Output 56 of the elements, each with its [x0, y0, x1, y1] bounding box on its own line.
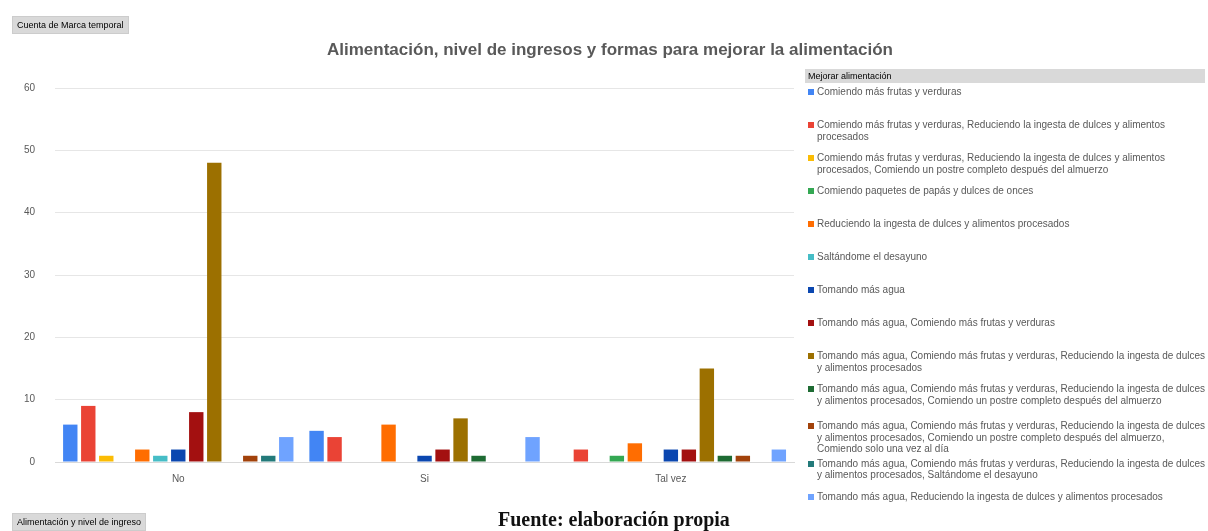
y-tick-label: 40 — [24, 206, 36, 218]
bar — [717, 455, 733, 462]
legend-label: Comiendo más frutas y verduras, Reduciendo la ingesta de dulces y alimentos procesados, Comiendo un postre completo después del almuerzo — [817, 152, 1166, 175]
bar — [573, 449, 589, 462]
bar — [681, 449, 697, 462]
y-tick-label: 50 — [24, 144, 36, 156]
bar — [435, 449, 450, 462]
bar — [243, 455, 258, 462]
bar — [525, 437, 540, 462]
bar — [471, 455, 486, 462]
source-note: Fuente: elaboración propia — [498, 508, 730, 531]
y-tick-label: 10 — [24, 393, 36, 405]
legend-title: Mejorar alimentación — [805, 69, 1205, 83]
bar — [81, 405, 96, 462]
bar — [771, 449, 787, 462]
legend-label: Reduciendo la ingesta de dulces y alimentos procesados — [817, 218, 1070, 230]
legend-label: Tomando más agua, Comiendo más frutas y verduras — [817, 317, 1055, 329]
legend-label: Tomando más agua — [817, 284, 905, 296]
y-tick-label: 30 — [24, 268, 36, 280]
bar — [63, 424, 78, 462]
bar — [699, 368, 715, 462]
legend-label: Tomando más agua, Comiendo más frutas y verduras, Reduciendo la ingesta de dulces y alimentos procesados, Comiendo un postre completo después del almuerzo, Comiendo solo una vez al día — [817, 420, 1205, 455]
x-tick-label: No — [171, 472, 186, 484]
legend-label: Tomando más agua, Comiendo más frutas y verduras, Reduciendo la ingesta de dulces y alimentos procesados — [817, 350, 1205, 373]
legend-label: Comiendo más frutas y verduras, Reduciendo la ingesta de dulces y alimentos procesados — [817, 119, 1166, 142]
legend-label: Saltándome el desayuno — [817, 251, 928, 263]
x-tick-label: Si — [420, 472, 430, 484]
bar — [309, 430, 324, 462]
bar — [279, 437, 294, 462]
bar — [453, 418, 468, 462]
bar — [327, 437, 342, 462]
y-tick-label: 20 — [24, 331, 36, 343]
bar — [171, 449, 186, 462]
x-axis-title: Alimentación y nivel de ingreso — [12, 513, 147, 531]
legend-label: Tomando más agua, Comiendo más frutas y verduras, Reduciendo la ingesta de dulces y alimentos procesados, Saltándome el desayuno — [817, 457, 1205, 481]
text: Cuenta de Marca temporal — [12, 16, 129, 34]
bar — [261, 455, 276, 462]
bar — [627, 443, 643, 462]
legend-label: Comiendo más frutas y verduras — [817, 86, 962, 98]
x-tick-label: Tal vez — [655, 472, 687, 484]
bar — [609, 455, 625, 462]
y-tick-label: 0 — [29, 455, 36, 467]
legend-label: Comiendo paquetes de papás y dulces de onces — [817, 185, 1034, 197]
y-tick-label: 60 — [24, 81, 36, 93]
bar — [135, 449, 150, 462]
bar — [735, 455, 751, 462]
legend-label: Tomando más agua, Comiendo más frutas y verduras, Reduciendo la ingesta de dulces y alimentos procesados, Comiendo un postre completo después del almuerzo — [817, 383, 1205, 406]
bar — [153, 455, 168, 462]
bar — [417, 455, 432, 462]
bar — [663, 449, 679, 462]
bar — [99, 455, 114, 462]
bar — [189, 412, 204, 462]
legend-label: Tomando más agua, Reduciendo la ingesta de dulces y alimentos procesados — [817, 490, 1163, 502]
bar — [207, 162, 222, 462]
chart-title: Alimentación, nivel de ingresos y formas para mejorar la alimentación — [326, 40, 894, 60]
bar — [381, 424, 396, 462]
